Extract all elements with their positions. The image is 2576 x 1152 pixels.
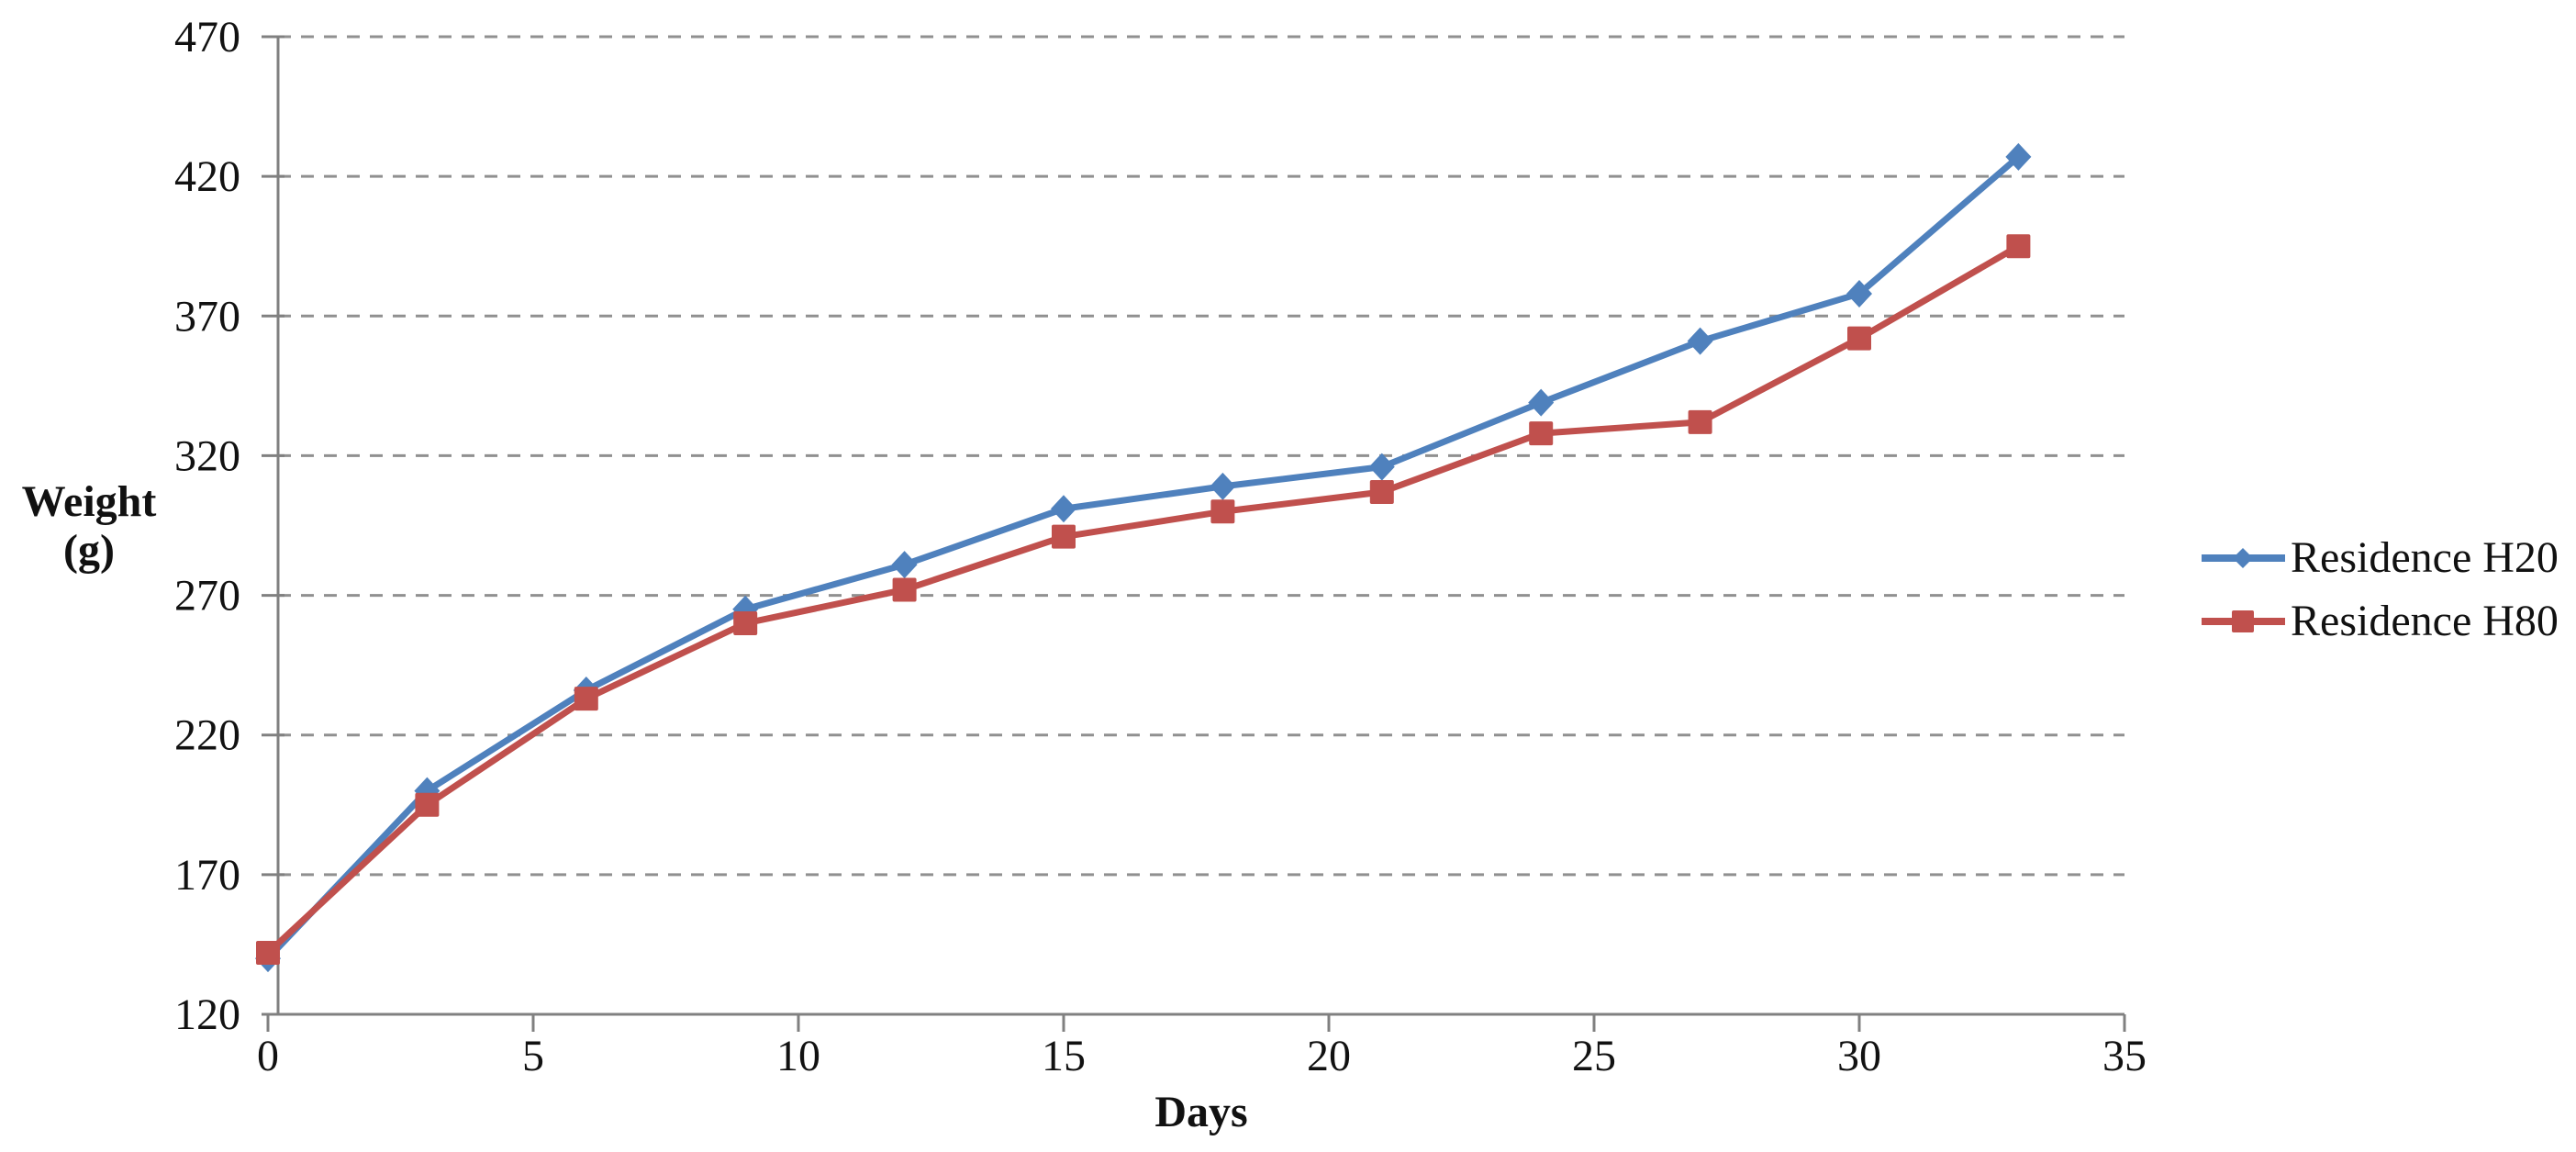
data-point-residence-h80-day-15 bbox=[1052, 524, 1076, 549]
legend-diamond-marker-h20 bbox=[2233, 547, 2253, 568]
legend-item-h20: Residence H20 bbox=[2201, 533, 2559, 582]
y-tick-label-120: 120 bbox=[174, 990, 240, 1039]
series-line-residence-h20 bbox=[264, 153, 2022, 962]
data-point-residence-h80-day-24 bbox=[1529, 421, 1554, 446]
legend: Residence H20 Residence H80 bbox=[2201, 533, 2559, 645]
data-point-residence-h80-day-6 bbox=[574, 687, 598, 711]
y-axis-title: Weight (g) bbox=[11, 477, 167, 575]
legend-label-h80: Residence H80 bbox=[2291, 597, 2559, 645]
legend-square-marker-h80 bbox=[2232, 610, 2254, 632]
data-point-residence-h20-day-33 bbox=[2005, 142, 2032, 171]
legend-item-h80: Residence H80 bbox=[2201, 597, 2559, 645]
y-tick-label-420: 420 bbox=[174, 152, 240, 201]
x-tick-label-30: 30 bbox=[1837, 1032, 1881, 1080]
data-point-residence-h80-day-18 bbox=[1210, 499, 1235, 524]
y-tick-label-270: 270 bbox=[174, 572, 240, 621]
y-tick-label-220: 220 bbox=[174, 711, 240, 760]
y-tick-label-470: 470 bbox=[174, 13, 240, 62]
data-point-residence-h20-day-12 bbox=[891, 551, 918, 579]
legend-swatch-h20 bbox=[2202, 547, 2285, 568]
data-point-residence-h80-day-21 bbox=[1369, 479, 1394, 504]
data-point-residence-h80-day-3 bbox=[415, 792, 440, 817]
legend-swatch-h80 bbox=[2202, 610, 2285, 632]
data-point-residence-h20-day-24 bbox=[1528, 388, 1555, 417]
data-point-residence-h80-day-33 bbox=[2006, 234, 2031, 259]
x-tick-label-0: 0 bbox=[257, 1032, 279, 1080]
x-tick-label-25: 25 bbox=[1572, 1032, 1616, 1080]
data-point-residence-h80-day-12 bbox=[892, 577, 917, 602]
data-point-residence-h80-day-27 bbox=[1688, 409, 1712, 434]
data-point-residence-h20-day-15 bbox=[1051, 495, 1076, 523]
data-point-residence-h80-day-0 bbox=[256, 941, 280, 966]
y-axis-title-line1: Weight bbox=[21, 477, 157, 526]
x-tick-label-5: 5 bbox=[522, 1032, 544, 1080]
data-point-residence-h20-day-21 bbox=[1368, 453, 1395, 481]
data-point-residence-h80-day-9 bbox=[733, 611, 758, 635]
x-tick-label-20: 20 bbox=[1307, 1032, 1351, 1080]
y-tick-label-370: 370 bbox=[174, 292, 240, 341]
legend-label-h20: Residence H20 bbox=[2291, 533, 2559, 582]
data-point-residence-h20-day-27 bbox=[1687, 327, 1713, 355]
data-point-residence-h80-day-30 bbox=[1847, 326, 1871, 351]
y-tick-label-320: 320 bbox=[174, 431, 240, 480]
x-axis-title: Days bbox=[1154, 1088, 1248, 1136]
data-point-residence-h20-day-18 bbox=[1210, 472, 1236, 500]
series-line-residence-h80 bbox=[264, 242, 2022, 956]
y-axis-title-line2: (g) bbox=[63, 526, 115, 575]
data-point-residence-h20-day-30 bbox=[1846, 279, 1872, 308]
x-tick-label-15: 15 bbox=[1042, 1032, 1086, 1080]
x-tick-label-35: 35 bbox=[2102, 1032, 2147, 1080]
x-tick-label-10: 10 bbox=[776, 1032, 820, 1080]
y-tick-label-170: 170 bbox=[174, 851, 240, 900]
